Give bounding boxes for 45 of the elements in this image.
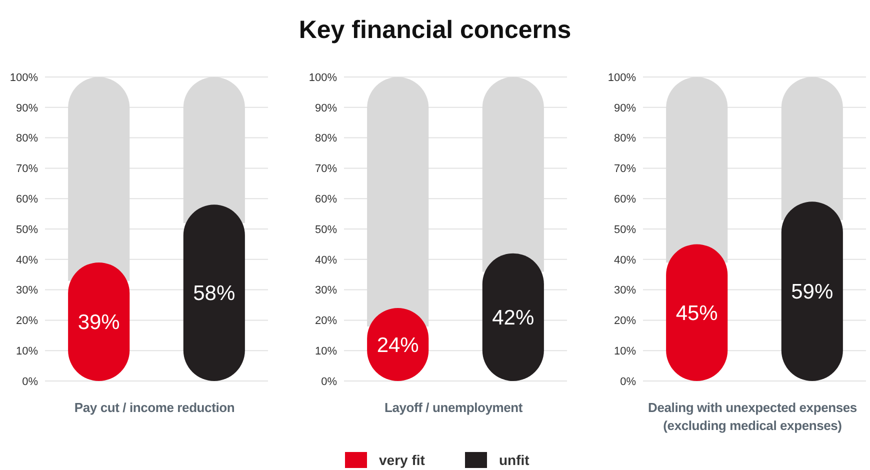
y-tick-label: 40%	[314, 254, 338, 266]
y-tick-label: 90%	[314, 102, 338, 114]
y-tick-label: 60%	[16, 193, 38, 206]
y-tick-label: 70%	[614, 163, 636, 176]
y-tick-label: 60%	[314, 193, 338, 206]
y-tick-label: 0%	[321, 376, 338, 388]
y-tick-label: 100%	[608, 72, 636, 84]
y-tick-label: 90%	[16, 102, 38, 114]
chart-title: Key financial concerns	[298, 16, 572, 44]
y-tick-label: 80%	[314, 132, 338, 145]
data-label: 58%	[193, 282, 236, 306]
y-tick-label: 90%	[614, 102, 636, 114]
y-tick-label: 60%	[614, 193, 636, 206]
y-tick-label: 0%	[620, 376, 636, 388]
data-label: 45%	[676, 302, 718, 325]
x-axis-title: Layoff / unemployment	[384, 400, 524, 415]
y-tick-label: 40%	[614, 254, 636, 266]
data-label: 39%	[78, 311, 120, 334]
y-tick-label: 20%	[614, 315, 636, 328]
y-tick-label: 20%	[16, 315, 38, 328]
data-label: 59%	[791, 280, 834, 304]
y-tick-label: 10%	[614, 345, 636, 358]
y-tick-label: 100%	[308, 72, 338, 84]
y-tick-label: 80%	[16, 132, 38, 145]
x-axis-title: Pay cut / income reduction	[74, 400, 235, 415]
data-label: 24%	[376, 334, 419, 357]
y-tick-label: 0%	[22, 376, 38, 388]
legend-label: very fit	[379, 452, 426, 468]
y-tick-label: 50%	[16, 224, 38, 236]
y-tick-label: 80%	[614, 132, 636, 145]
y-tick-label: 30%	[314, 284, 338, 297]
y-tick-label: 10%	[16, 345, 38, 358]
y-tick-label: 50%	[614, 224, 636, 236]
y-tick-label: 70%	[16, 163, 38, 176]
y-tick-label: 40%	[16, 254, 38, 266]
y-tick-label: 50%	[314, 224, 338, 236]
y-tick-label: 100%	[10, 72, 38, 84]
y-tick-label: 70%	[314, 163, 338, 176]
y-tick-label: 10%	[314, 345, 338, 358]
y-tick-label: 30%	[614, 284, 636, 297]
x-axis-title: Dealing with unexpected expenses (excluding medical expenses)	[648, 400, 857, 433]
y-tick-label: 20%	[314, 315, 338, 328]
data-label: 42%	[492, 306, 534, 330]
legend-label: unfit	[499, 452, 530, 468]
y-tick-label: 30%	[16, 284, 38, 297]
